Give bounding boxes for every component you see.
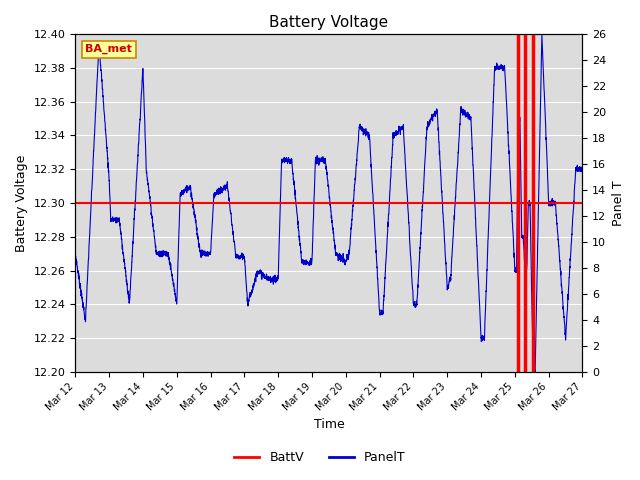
Text: BA_met: BA_met (85, 44, 132, 54)
Legend: BattV, PanelT: BattV, PanelT (229, 446, 411, 469)
Y-axis label: Battery Voltage: Battery Voltage (15, 154, 28, 252)
X-axis label: Time: Time (314, 419, 344, 432)
Title: Battery Voltage: Battery Voltage (269, 15, 388, 30)
Y-axis label: Panel T: Panel T (612, 180, 625, 226)
